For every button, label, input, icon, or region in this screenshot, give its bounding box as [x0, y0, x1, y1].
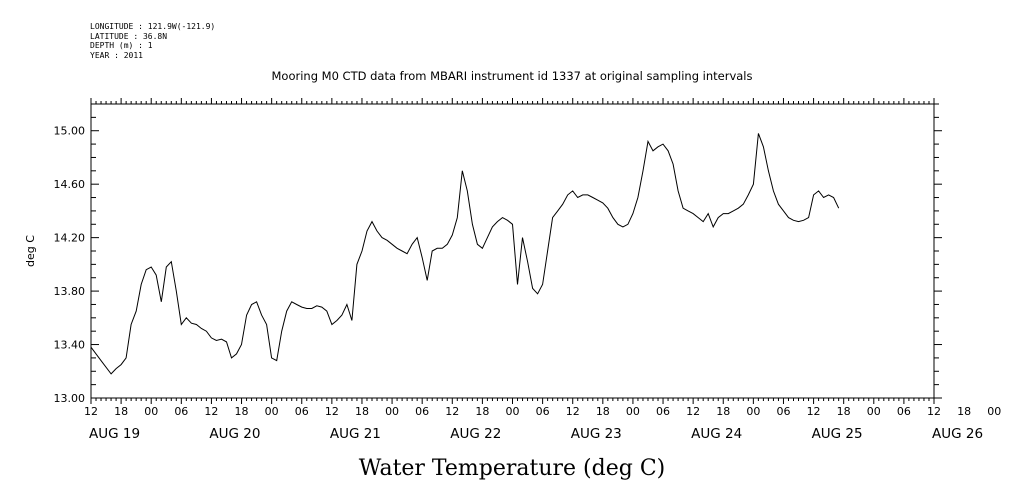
x-day-label: AUG 26 [932, 426, 983, 442]
station-metadata: LONGITUDE : 121.9W(-121.9) LATITUDE : 36… [90, 22, 215, 60]
y-axis-label: deg C [24, 235, 37, 267]
latitude-text: LATITUDE : 36.8N [90, 31, 168, 41]
x-tick-label: 18 [957, 405, 971, 418]
x-tick-label: 12 [445, 405, 459, 418]
x-tick-label: 06 [415, 405, 429, 418]
x-day-label: AUG 20 [209, 426, 260, 442]
x-tick-label: 00 [506, 405, 520, 418]
x-tick-label: 00 [626, 405, 640, 418]
x-day-label: AUG 23 [571, 426, 622, 442]
x-tick-label: 00 [144, 405, 158, 418]
x-tick-label: 18 [596, 405, 610, 418]
axis-ticks [90, 98, 942, 404]
x-tick-label: 06 [776, 405, 790, 418]
x-tick-label: 00 [265, 405, 279, 418]
x-tick-label: 12 [807, 405, 821, 418]
x-tick-label: 18 [716, 405, 730, 418]
x-tick-label: 00 [867, 405, 881, 418]
x-day-label: AUG 19 [89, 426, 140, 442]
x-tick-label: 06 [295, 405, 309, 418]
year-text: YEAR : 2011 [90, 50, 143, 60]
y-tick-label: 13.40 [54, 339, 86, 352]
water-temperature-line [90, 133, 840, 375]
longitude-text: LONGITUDE : 121.9W(-121.9) [90, 22, 216, 31]
x-day-label: AUG 24 [691, 426, 742, 442]
x-tick-labels: 12 18 00 06 12 18 00 06 12 18 00 06 12 18 00 06 12 18 00 06… [84, 405, 1001, 418]
x-tick-label: 18 [235, 405, 249, 418]
x-tick-label: 06 [656, 405, 670, 418]
x-day-label: AUG 22 [450, 426, 501, 442]
x-tick-label: 12 [84, 405, 98, 418]
x-tick-label: 00 [987, 405, 1001, 418]
x-tick-label: 18 [475, 405, 489, 418]
x-tick-label: 06 [536, 405, 550, 418]
y-tick-label: 13.80 [54, 285, 86, 298]
x-tick-label: 00 [385, 405, 399, 418]
x-tick-label: 12 [686, 405, 700, 418]
x-tick-label: 18 [114, 405, 128, 418]
plot-frame [90, 103, 935, 399]
y-tick-label: 13.00 [54, 392, 86, 405]
x-axis-label: Water Temperature (deg C) [359, 456, 666, 481]
y-tick-label: 14.60 [54, 178, 86, 191]
depth-text: DEPTH (m) : 1 [90, 41, 153, 50]
x-tick-label: 18 [355, 405, 369, 418]
x-tick-label: 12 [204, 405, 218, 418]
x-tick-label: 06 [174, 405, 188, 418]
x-tick-label: 12 [927, 405, 941, 418]
x-tick-label: 18 [837, 405, 851, 418]
x-tick-label: 12 [325, 405, 339, 418]
y-tick-label: 15.00 [54, 125, 86, 138]
chart-title: Mooring M0 CTD data from MBARI instrumen… [272, 69, 753, 83]
y-tick-labels: 13.00 13.40 13.80 14.20 14.60 15.00 [54, 125, 86, 405]
x-tick-label: 00 [746, 405, 760, 418]
x-day-label: AUG 25 [812, 426, 863, 442]
x-day-labels: AUG 19 AUG 20 AUG 21 AUG 22 AUG 23 AUG 24 AUG … [89, 426, 983, 442]
x-tick-label: 12 [566, 405, 580, 418]
x-day-label: AUG 21 [330, 426, 381, 442]
x-tick-label: 06 [897, 405, 911, 418]
y-tick-label: 14.20 [54, 232, 86, 245]
